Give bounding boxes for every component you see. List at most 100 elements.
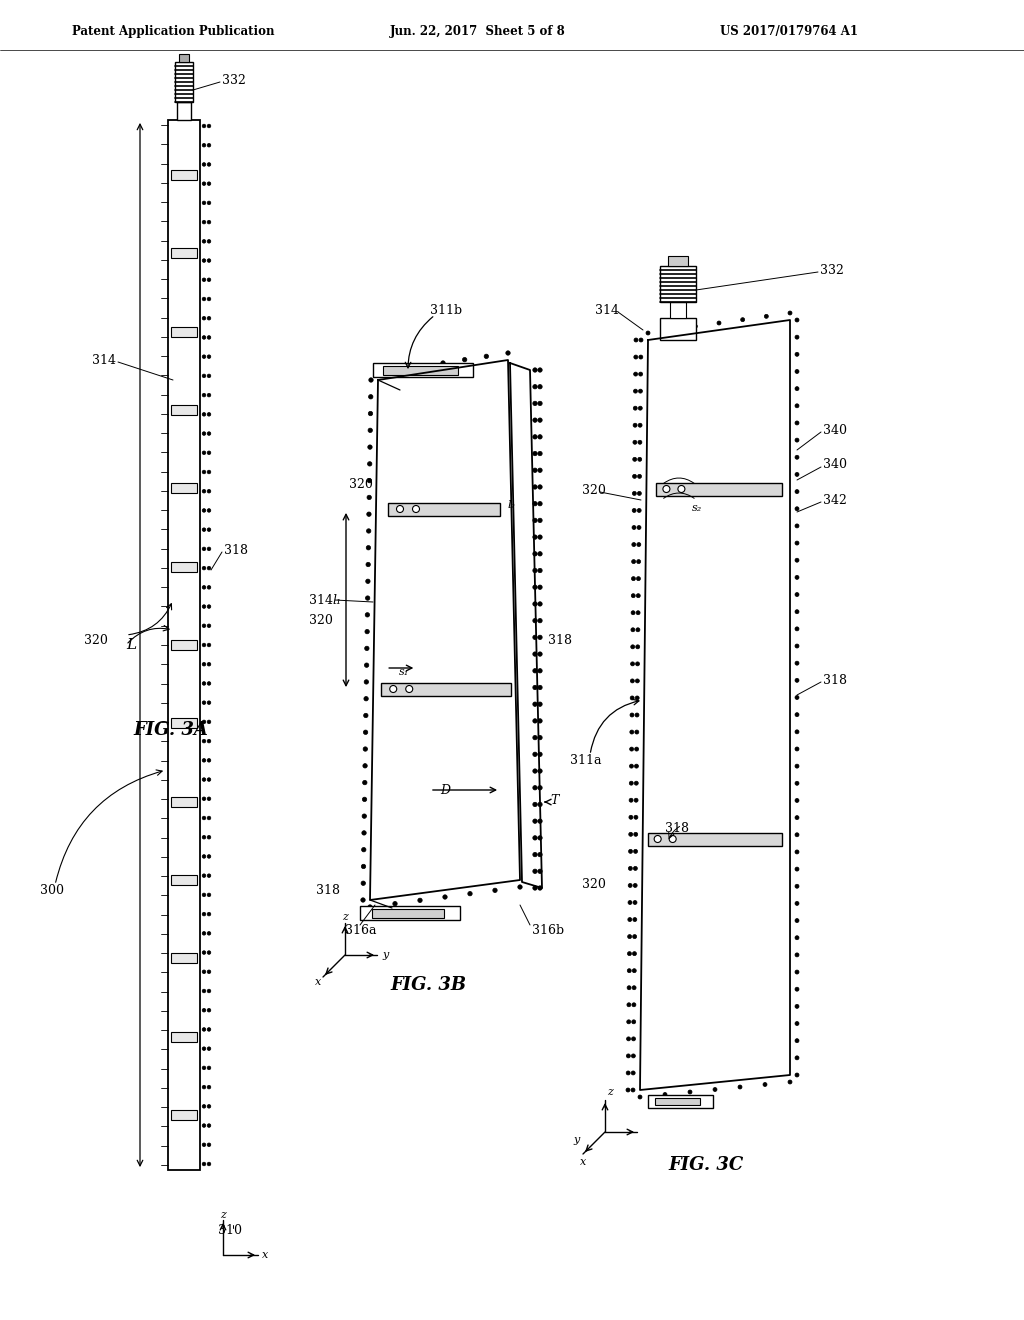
Circle shape (364, 747, 368, 751)
Circle shape (397, 367, 401, 372)
Text: Patent Application Publication: Patent Application Publication (72, 25, 274, 38)
Circle shape (763, 1082, 767, 1086)
Text: 320: 320 (582, 483, 606, 496)
Circle shape (628, 952, 632, 956)
Circle shape (207, 624, 211, 627)
Text: s₁: s₁ (399, 667, 410, 677)
Circle shape (538, 785, 542, 789)
Text: 320: 320 (84, 634, 108, 647)
Circle shape (538, 535, 542, 540)
Circle shape (360, 898, 366, 902)
Circle shape (369, 378, 373, 383)
Circle shape (207, 739, 211, 743)
Circle shape (202, 297, 206, 301)
Circle shape (738, 1085, 742, 1089)
Circle shape (636, 594, 640, 598)
Circle shape (506, 351, 510, 355)
Circle shape (202, 239, 206, 243)
Circle shape (638, 474, 642, 478)
Circle shape (207, 816, 211, 820)
Text: 332: 332 (222, 74, 246, 87)
Circle shape (440, 360, 445, 366)
Bar (655, 1098, 700, 1105)
Circle shape (538, 368, 542, 372)
Circle shape (532, 752, 538, 756)
Circle shape (532, 451, 538, 455)
Circle shape (207, 777, 211, 781)
Bar (171, 1032, 197, 1041)
Circle shape (632, 1003, 636, 1007)
Circle shape (633, 917, 637, 921)
Text: 316b: 316b (532, 924, 564, 936)
Text: 320: 320 (582, 879, 606, 891)
Circle shape (639, 338, 643, 342)
Bar (171, 718, 197, 729)
Circle shape (627, 1053, 631, 1057)
Circle shape (637, 508, 641, 512)
Circle shape (634, 781, 638, 785)
Bar (372, 909, 444, 917)
Circle shape (532, 368, 538, 372)
Text: 318: 318 (316, 883, 340, 896)
Circle shape (202, 144, 206, 147)
Circle shape (207, 317, 211, 319)
Circle shape (442, 895, 447, 899)
Text: x: x (314, 977, 322, 987)
Circle shape (202, 451, 206, 454)
Circle shape (627, 1071, 630, 1074)
Circle shape (795, 387, 799, 391)
Circle shape (795, 473, 799, 477)
Circle shape (406, 685, 413, 693)
Circle shape (532, 569, 538, 573)
Circle shape (207, 413, 211, 416)
Circle shape (646, 331, 650, 335)
Circle shape (538, 768, 542, 774)
Circle shape (628, 883, 632, 887)
Circle shape (795, 884, 799, 888)
Circle shape (538, 718, 542, 723)
Circle shape (202, 1162, 206, 1166)
Circle shape (202, 932, 206, 935)
Circle shape (390, 685, 396, 693)
Circle shape (207, 451, 211, 454)
Circle shape (631, 644, 635, 649)
Circle shape (202, 797, 206, 800)
Circle shape (795, 1022, 799, 1026)
Circle shape (634, 372, 638, 376)
Circle shape (678, 486, 685, 492)
Circle shape (795, 644, 799, 648)
Circle shape (202, 624, 206, 627)
Circle shape (538, 685, 542, 689)
Circle shape (532, 484, 538, 490)
Circle shape (628, 900, 632, 904)
Circle shape (366, 612, 370, 616)
Circle shape (795, 902, 799, 906)
Circle shape (202, 413, 206, 416)
Circle shape (367, 495, 372, 499)
Circle shape (538, 735, 542, 739)
Circle shape (669, 836, 676, 842)
Circle shape (202, 721, 206, 723)
Circle shape (202, 528, 206, 532)
Circle shape (202, 393, 206, 397)
Circle shape (532, 785, 538, 789)
Circle shape (633, 407, 637, 411)
Circle shape (532, 668, 538, 673)
Circle shape (207, 182, 211, 186)
Circle shape (532, 635, 538, 640)
Bar (171, 875, 197, 884)
Circle shape (795, 318, 799, 322)
Circle shape (795, 833, 799, 837)
Circle shape (630, 713, 634, 717)
Circle shape (538, 384, 542, 389)
Circle shape (632, 1038, 636, 1041)
Circle shape (636, 628, 640, 632)
Circle shape (795, 936, 799, 940)
Circle shape (368, 428, 373, 433)
Circle shape (202, 201, 206, 205)
Circle shape (638, 407, 642, 411)
Bar (171, 640, 197, 649)
Circle shape (663, 1093, 667, 1097)
Circle shape (207, 124, 211, 128)
Circle shape (207, 508, 211, 512)
